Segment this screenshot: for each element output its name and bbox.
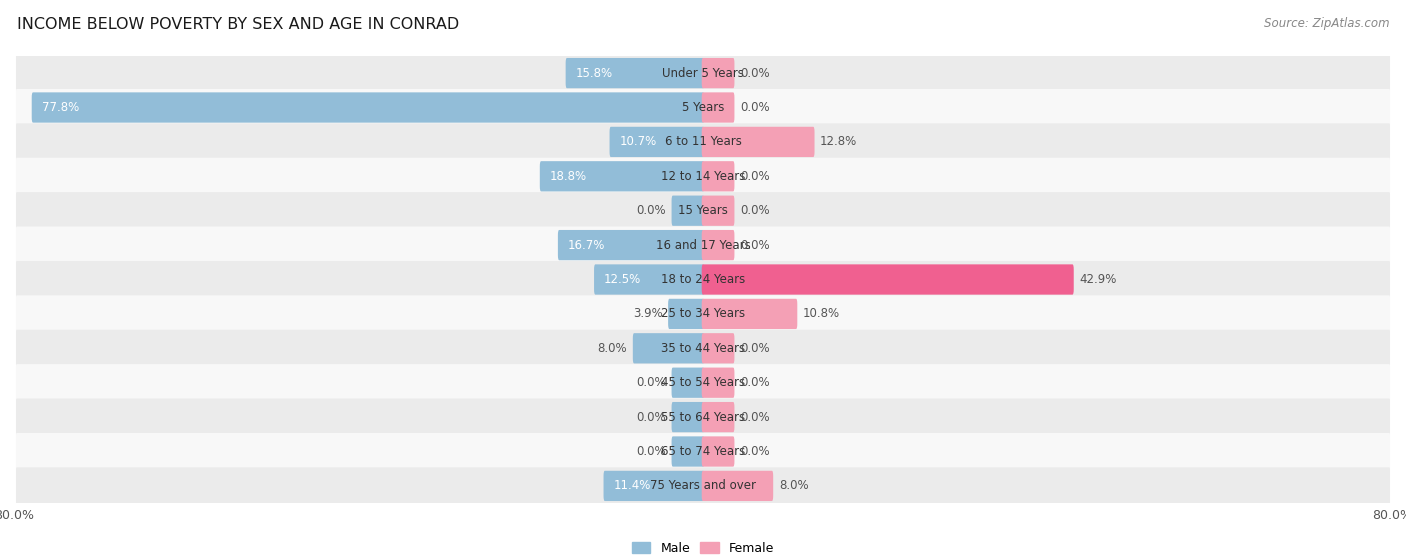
FancyBboxPatch shape — [15, 364, 1391, 401]
Text: 0.0%: 0.0% — [740, 239, 769, 252]
Text: 12.5%: 12.5% — [605, 273, 641, 286]
Text: 25 to 34 Years: 25 to 34 Years — [661, 307, 745, 320]
FancyBboxPatch shape — [672, 196, 704, 226]
Text: 0.0%: 0.0% — [740, 67, 769, 79]
Text: 0.0%: 0.0% — [740, 411, 769, 424]
FancyBboxPatch shape — [702, 437, 734, 467]
Text: 8.0%: 8.0% — [779, 480, 808, 492]
Text: 10.8%: 10.8% — [803, 307, 839, 320]
Legend: Male, Female: Male, Female — [631, 542, 775, 555]
FancyBboxPatch shape — [702, 402, 734, 432]
FancyBboxPatch shape — [672, 368, 704, 398]
FancyBboxPatch shape — [558, 230, 704, 260]
FancyBboxPatch shape — [702, 92, 734, 122]
Text: 0.0%: 0.0% — [740, 376, 769, 389]
FancyBboxPatch shape — [702, 299, 797, 329]
Text: INCOME BELOW POVERTY BY SEX AND AGE IN CONRAD: INCOME BELOW POVERTY BY SEX AND AGE IN C… — [17, 17, 460, 32]
Text: 12.8%: 12.8% — [820, 135, 858, 148]
FancyBboxPatch shape — [15, 467, 1391, 504]
Text: 0.0%: 0.0% — [637, 204, 666, 217]
Text: 3.9%: 3.9% — [633, 307, 662, 320]
FancyBboxPatch shape — [15, 399, 1391, 435]
Text: 65 to 74 Years: 65 to 74 Years — [661, 445, 745, 458]
FancyBboxPatch shape — [15, 124, 1391, 160]
Text: 11.4%: 11.4% — [613, 480, 651, 492]
FancyBboxPatch shape — [15, 295, 1391, 333]
FancyBboxPatch shape — [668, 299, 704, 329]
Text: 35 to 44 Years: 35 to 44 Years — [661, 342, 745, 355]
FancyBboxPatch shape — [672, 402, 704, 432]
Text: 18.8%: 18.8% — [550, 170, 586, 183]
Text: Source: ZipAtlas.com: Source: ZipAtlas.com — [1264, 17, 1389, 30]
FancyBboxPatch shape — [565, 58, 704, 88]
FancyBboxPatch shape — [15, 192, 1391, 229]
FancyBboxPatch shape — [540, 161, 704, 191]
FancyBboxPatch shape — [672, 437, 704, 467]
FancyBboxPatch shape — [595, 264, 704, 295]
Text: 0.0%: 0.0% — [740, 342, 769, 355]
FancyBboxPatch shape — [610, 127, 704, 157]
FancyBboxPatch shape — [702, 196, 734, 226]
FancyBboxPatch shape — [15, 226, 1391, 264]
FancyBboxPatch shape — [15, 330, 1391, 367]
Text: 6 to 11 Years: 6 to 11 Years — [665, 135, 741, 148]
Text: Under 5 Years: Under 5 Years — [662, 67, 744, 79]
Text: 15.8%: 15.8% — [575, 67, 613, 79]
FancyBboxPatch shape — [702, 161, 734, 191]
Text: 16.7%: 16.7% — [568, 239, 605, 252]
FancyBboxPatch shape — [633, 333, 704, 363]
Text: 18 to 24 Years: 18 to 24 Years — [661, 273, 745, 286]
FancyBboxPatch shape — [15, 158, 1391, 195]
Text: 42.9%: 42.9% — [1080, 273, 1116, 286]
Text: 5 Years: 5 Years — [682, 101, 724, 114]
Text: 0.0%: 0.0% — [740, 204, 769, 217]
FancyBboxPatch shape — [702, 368, 734, 398]
FancyBboxPatch shape — [702, 264, 1074, 295]
Text: 8.0%: 8.0% — [598, 342, 627, 355]
Text: 16 and 17 Years: 16 and 17 Years — [655, 239, 751, 252]
Text: 0.0%: 0.0% — [740, 101, 769, 114]
FancyBboxPatch shape — [702, 127, 814, 157]
FancyBboxPatch shape — [15, 261, 1391, 298]
Text: 0.0%: 0.0% — [637, 376, 666, 389]
FancyBboxPatch shape — [702, 471, 773, 501]
Text: 0.0%: 0.0% — [637, 445, 666, 458]
Text: 45 to 54 Years: 45 to 54 Years — [661, 376, 745, 389]
FancyBboxPatch shape — [15, 89, 1391, 126]
FancyBboxPatch shape — [702, 230, 734, 260]
Text: 75 Years and over: 75 Years and over — [650, 480, 756, 492]
FancyBboxPatch shape — [15, 55, 1391, 92]
Text: 15 Years: 15 Years — [678, 204, 728, 217]
FancyBboxPatch shape — [32, 92, 704, 122]
Text: 55 to 64 Years: 55 to 64 Years — [661, 411, 745, 424]
Text: 12 to 14 Years: 12 to 14 Years — [661, 170, 745, 183]
Text: 77.8%: 77.8% — [42, 101, 79, 114]
Text: 10.7%: 10.7% — [620, 135, 657, 148]
Text: 0.0%: 0.0% — [740, 445, 769, 458]
FancyBboxPatch shape — [702, 58, 734, 88]
Text: 0.0%: 0.0% — [637, 411, 666, 424]
FancyBboxPatch shape — [15, 433, 1391, 470]
Text: 0.0%: 0.0% — [740, 170, 769, 183]
FancyBboxPatch shape — [702, 333, 734, 363]
FancyBboxPatch shape — [603, 471, 704, 501]
